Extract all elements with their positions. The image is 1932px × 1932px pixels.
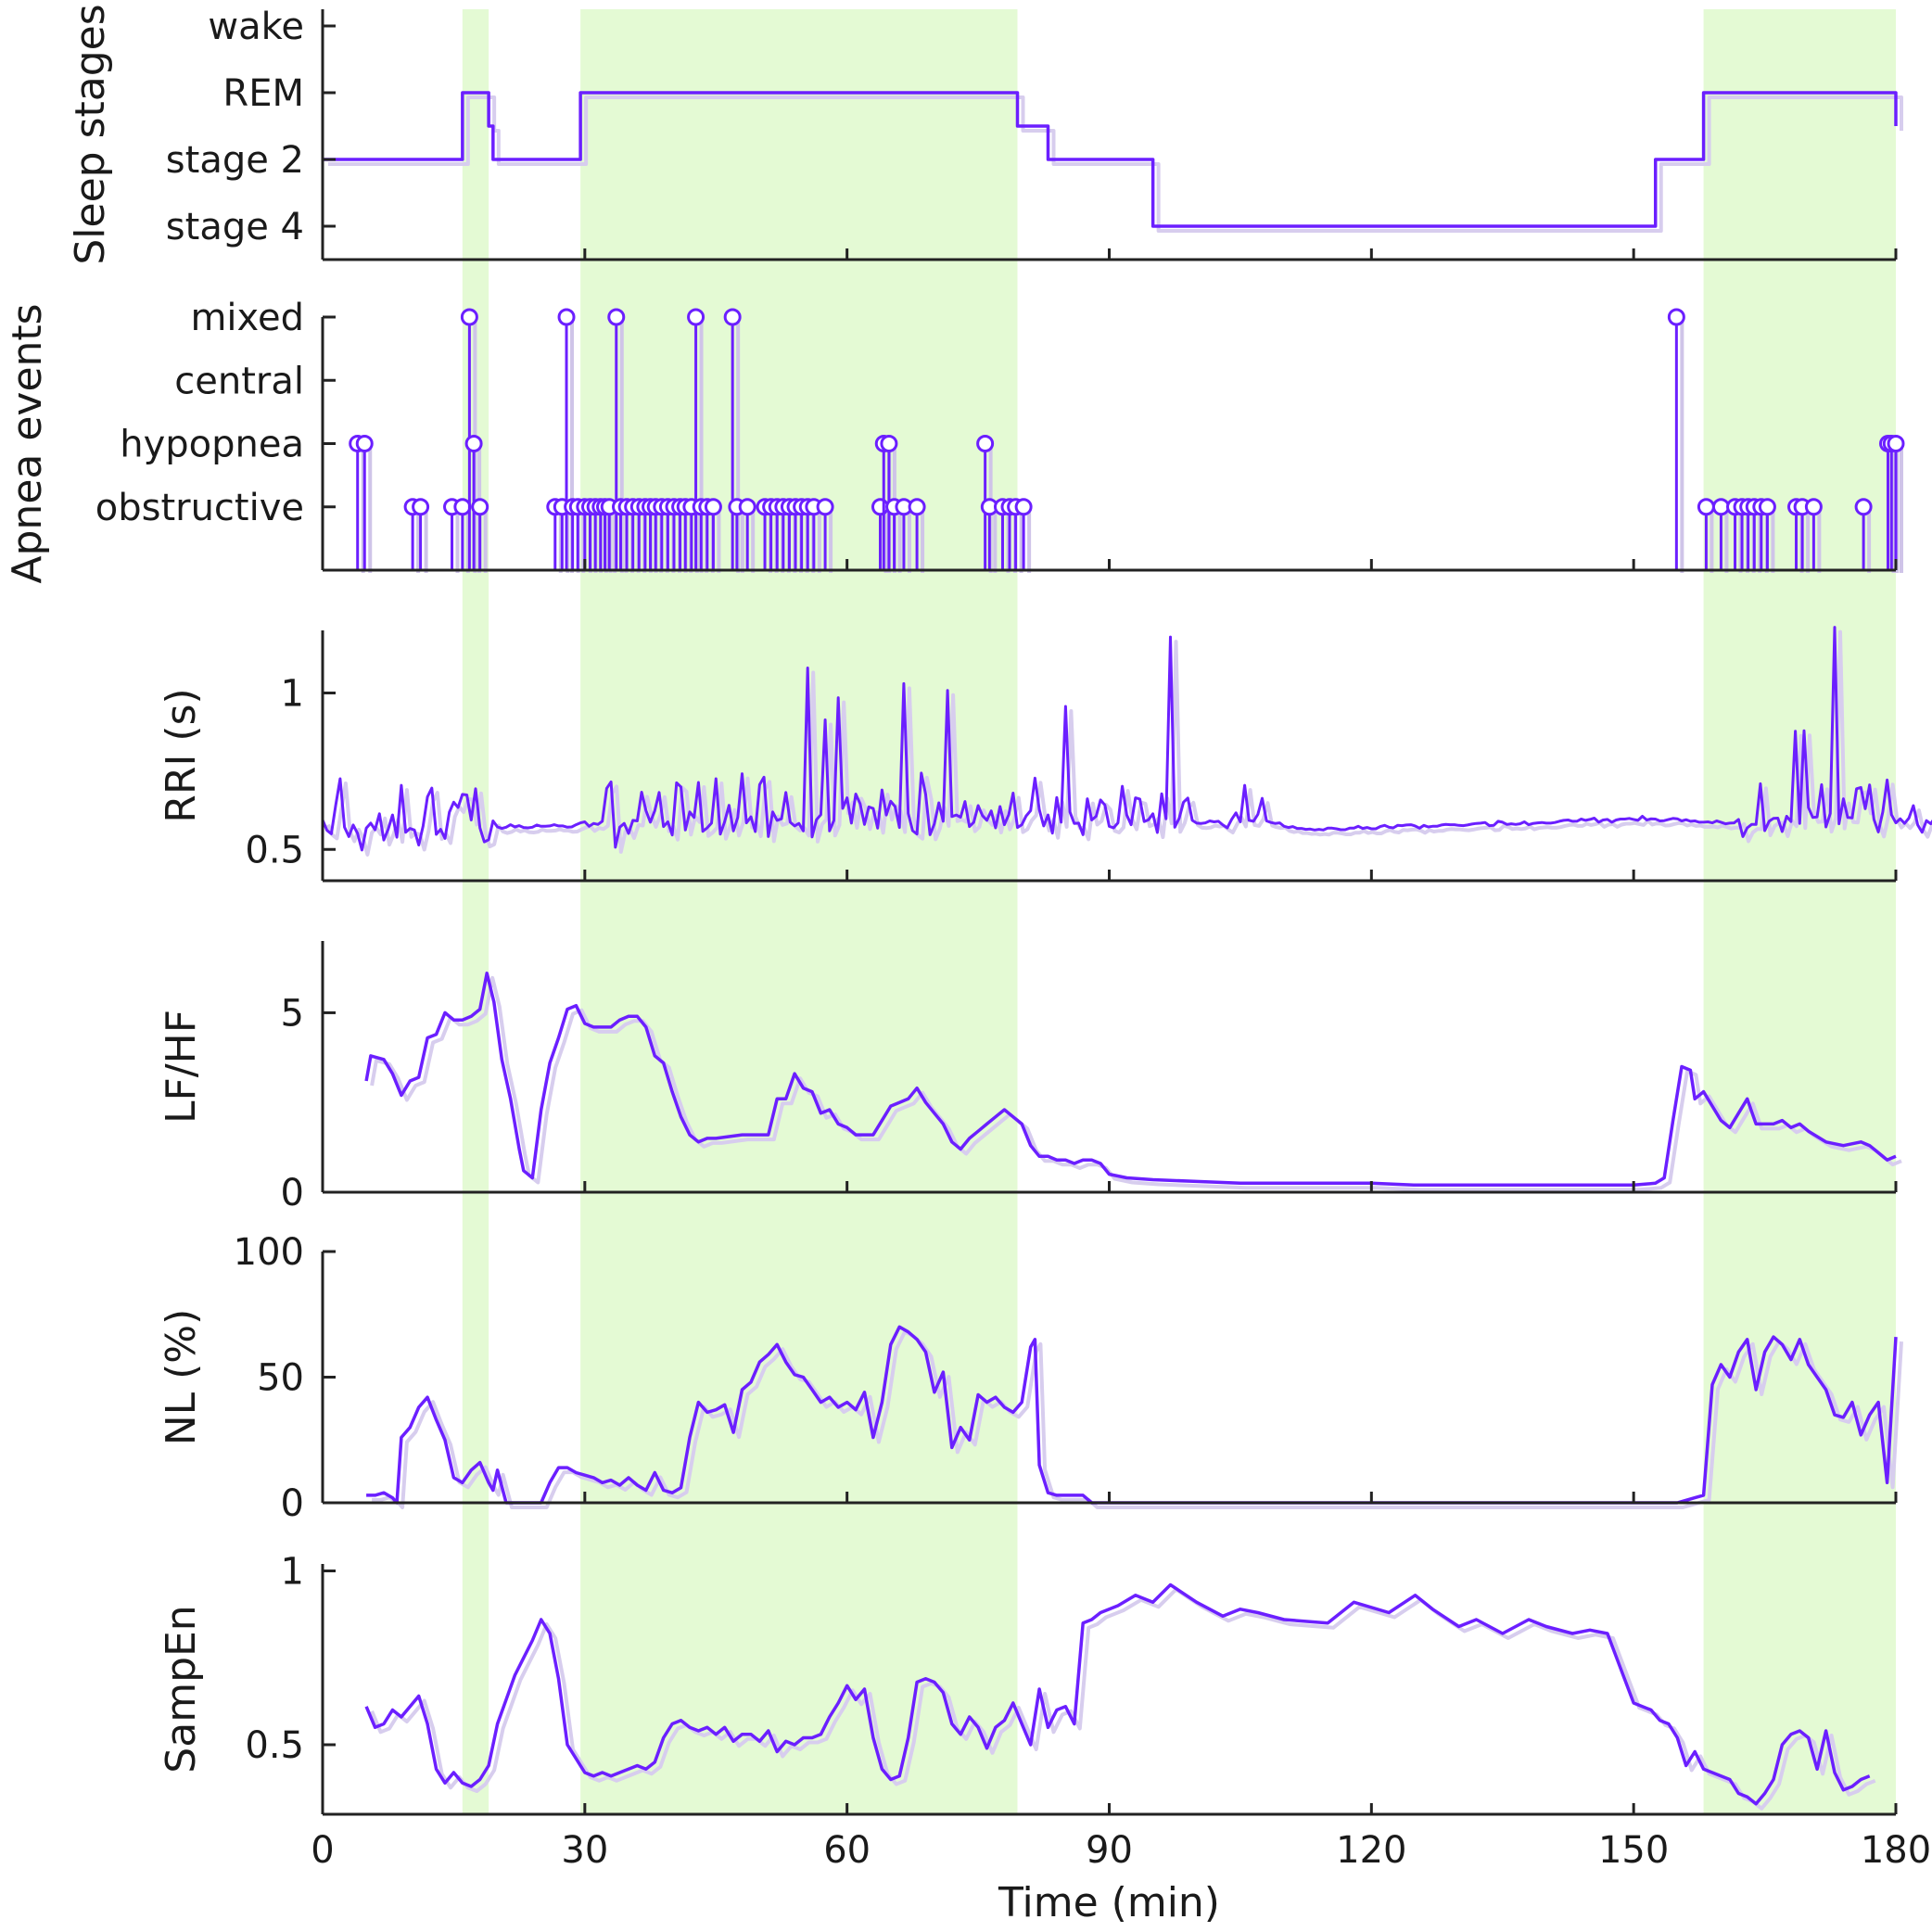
stem-marker-53 bbox=[880, 435, 898, 452]
series-shadow-rri-0 bbox=[326, 629, 1932, 857]
series-line-rri-0 bbox=[321, 626, 1932, 852]
series-shadow-lfhf-0 bbox=[370, 975, 1902, 1192]
y-axis-title-rri: RRI (s) bbox=[158, 688, 205, 822]
axes-sampen: 0.5 1 SampEn bbox=[158, 1551, 1898, 1816]
y-axis-title-sampen: SampEn bbox=[158, 1605, 205, 1773]
panel-apnea bbox=[349, 308, 1905, 573]
stem-marker-8 bbox=[471, 498, 489, 516]
y-tick-label-nl-2: 100 bbox=[234, 1231, 304, 1274]
data-layer bbox=[321, 91, 1932, 1811]
y-tick-label-sampen-0: 0.5 bbox=[245, 1724, 304, 1767]
shaded-interval-2 bbox=[1703, 9, 1896, 1814]
stem-marker-78 bbox=[1887, 435, 1905, 452]
stem-marker-11 bbox=[557, 308, 576, 326]
y-axis-title-nl: NL (%) bbox=[158, 1309, 205, 1446]
stem-marker-40 bbox=[738, 498, 756, 516]
shaded-intervals bbox=[462, 9, 1896, 1814]
axes-lfhf: 0 5 LF/HF bbox=[158, 941, 1898, 1214]
y-tick-label-sleep-1: REM bbox=[222, 72, 304, 115]
y-tick-label-rri-0: 0.5 bbox=[245, 829, 304, 871]
y-axis-title-lfhf: LF/HF bbox=[158, 1010, 205, 1124]
stem-marker-34 bbox=[687, 308, 705, 326]
y-tick-label-apnea-2: central bbox=[174, 360, 304, 402]
y-tick-label-sleep-2: stage 2 bbox=[166, 139, 304, 182]
x-tick-label-2: 60 bbox=[823, 1829, 871, 1872]
y-tick-label-lfhf-1: 5 bbox=[281, 992, 304, 1035]
x-tick-label-1: 30 bbox=[561, 1829, 608, 1872]
stem-marker-38 bbox=[723, 308, 742, 326]
series-shadow-sleep-0 bbox=[328, 95, 1903, 233]
y-tick-label-apnea-3: mixed bbox=[190, 297, 304, 339]
series-line-lfhf-0 bbox=[364, 972, 1897, 1188]
axes-apnea: obstructive hypopnea central mixed Apnea eve… bbox=[4, 297, 1898, 584]
y-tick-label-apnea-0: obstructive bbox=[95, 487, 304, 529]
shaded-interval-0 bbox=[462, 9, 489, 1814]
stem-marker-3 bbox=[412, 498, 430, 516]
panel-lfhf bbox=[364, 972, 1902, 1192]
stem-marker-75 bbox=[1854, 498, 1873, 516]
y-tick-label-nl-0: 0 bbox=[281, 1482, 304, 1525]
stem-marker-64 bbox=[1697, 498, 1715, 516]
x-axis-title: Time (min) bbox=[998, 1879, 1220, 1926]
panel-sleep bbox=[323, 91, 1903, 233]
x-tick-label-4: 120 bbox=[1336, 1829, 1406, 1872]
x-tick-label-5: 150 bbox=[1598, 1829, 1669, 1872]
stem-marker-57 bbox=[976, 435, 995, 452]
series-line-sleep-0 bbox=[323, 91, 1898, 228]
y-tick-label-lfhf-0: 0 bbox=[281, 1172, 304, 1214]
stem-marker-74 bbox=[1804, 498, 1823, 516]
y-tick-label-apnea-1: hypopnea bbox=[120, 424, 304, 466]
x-tick-label-0: 0 bbox=[311, 1829, 334, 1872]
stem-marker-37 bbox=[704, 498, 722, 516]
series-line-sampen-0 bbox=[364, 1582, 1871, 1806]
axes-layer: wake REM stage 2 stage 4 Sleep stages obstruc… bbox=[4, 4, 1931, 1872]
y-tick-label-nl-1: 50 bbox=[257, 1357, 304, 1400]
stem-marker-7 bbox=[464, 435, 483, 452]
stem-marker-5 bbox=[453, 498, 472, 516]
stem-marker-20 bbox=[607, 308, 626, 326]
stem-marker-6 bbox=[460, 308, 478, 326]
axes-sleep: wake REM stage 2 stage 4 Sleep stages bbox=[67, 4, 1898, 265]
y-tick-label-rri-1: 1 bbox=[281, 673, 304, 716]
y-tick-label-sleep-3: stage 4 bbox=[166, 206, 304, 248]
axes-rri: 0.5 1 RRI (s) bbox=[158, 630, 1898, 883]
stem-marker-56 bbox=[908, 498, 926, 516]
stem-marker-62 bbox=[1014, 498, 1033, 516]
y-tick-label-sleep-0: wake bbox=[208, 6, 304, 48]
x-tick-label-6: 180 bbox=[1861, 1829, 1931, 1872]
stem-marker-71 bbox=[1758, 498, 1776, 516]
y-axis-title-sleep: Sleep stages bbox=[67, 4, 114, 264]
stem-marker-63 bbox=[1667, 308, 1685, 326]
panel-rri bbox=[321, 626, 1932, 857]
stem-marker-50 bbox=[816, 498, 834, 516]
shaded-interval-1 bbox=[580, 9, 1018, 1814]
stem-marker-1 bbox=[355, 435, 374, 452]
axes-nl: 0 50 100 NL (%) bbox=[158, 1231, 1898, 1525]
x-tick-label-3: 90 bbox=[1086, 1829, 1133, 1872]
y-axis-title-apnea: Apnea events bbox=[4, 303, 51, 583]
panel-sampen bbox=[364, 1582, 1876, 1811]
y-tick-label-sampen-1: 1 bbox=[281, 1551, 304, 1594]
